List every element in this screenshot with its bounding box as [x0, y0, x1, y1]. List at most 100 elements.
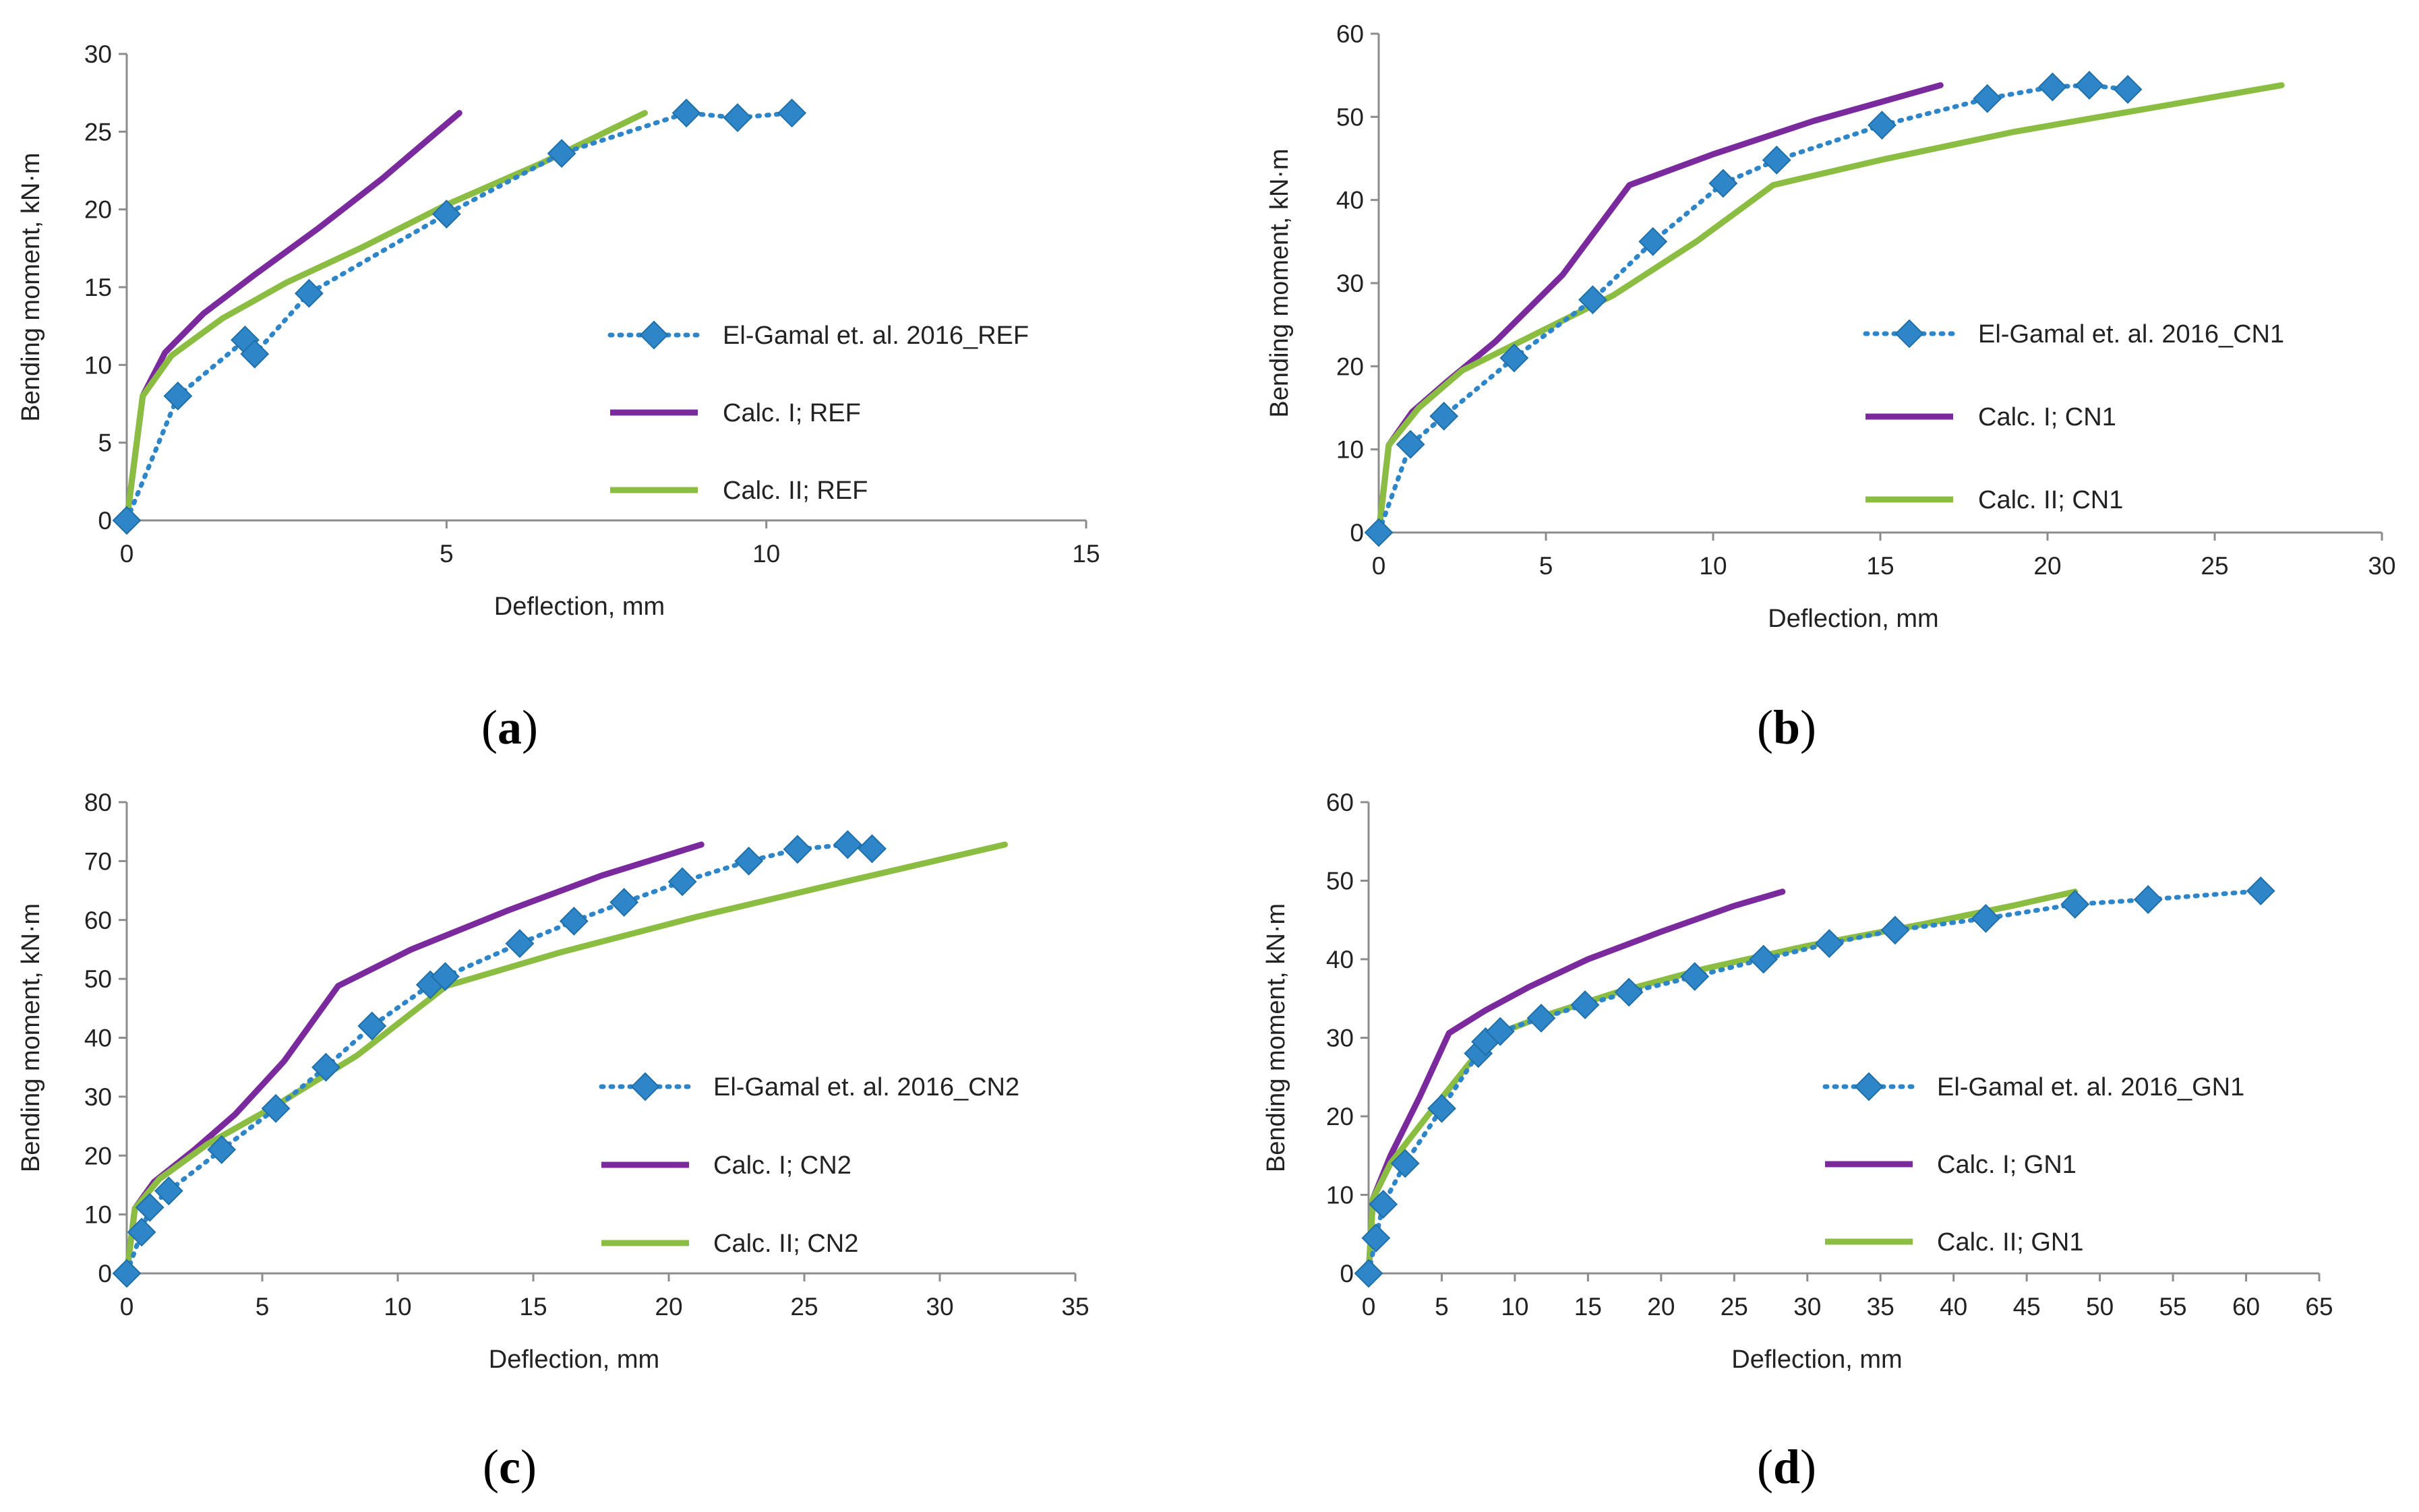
x-axis-title: Deflection, mm [1731, 1345, 1902, 1374]
legend-marker [1894, 319, 1924, 349]
y-tick-label: 30 [1336, 270, 1364, 297]
data-point [261, 1093, 291, 1123]
x-tick-label: 0 [120, 1293, 134, 1321]
data-point [734, 846, 764, 876]
data-point [1485, 1017, 1515, 1046]
panel-label-c: (c) [483, 1440, 537, 1494]
data-point [1680, 962, 1710, 992]
data-point [1390, 1149, 1420, 1178]
data-point [430, 962, 460, 992]
x-axis-title: Deflection, mm [1768, 605, 1938, 633]
y-tick-label: 50 [84, 965, 112, 993]
y-tick-label: 20 [1326, 1103, 1354, 1130]
x-tick-label: 5 [440, 540, 454, 568]
x-tick-label: 10 [1699, 552, 1727, 580]
data-point [1499, 343, 1529, 373]
data-point [1369, 1190, 1398, 1219]
panel-label-b: (b) [1757, 700, 1816, 754]
x-tick-label: 10 [384, 1293, 411, 1321]
y-tick-label: 80 [84, 789, 112, 816]
legend-label: Calc. I; CN1 [1978, 403, 2116, 431]
x-tick-label: 25 [790, 1293, 818, 1321]
legend-label: El-Gamal et. al. 2016_REF [723, 322, 1029, 350]
series-line-experimental [124, 842, 874, 1276]
y-tick-label: 60 [1336, 20, 1364, 48]
x-tick-label: 20 [1647, 1293, 1675, 1321]
data-point [1973, 84, 2002, 113]
panel-label-a: (a) [481, 700, 538, 754]
data-point [671, 98, 701, 128]
legend-marker [630, 1072, 660, 1101]
x-tick-label: 15 [1574, 1293, 1602, 1321]
y-tick-label: 10 [1326, 1182, 1354, 1209]
x-tick-label: 5 [256, 1293, 270, 1321]
data-point [154, 1176, 183, 1206]
data-point [311, 1052, 340, 1082]
series-line-calc-2 [123, 841, 1008, 1277]
x-tick-label: 30 [1793, 1293, 1821, 1321]
data-point [783, 835, 812, 864]
y-tick-label: 25 [84, 118, 112, 146]
x-tick-label: 0 [1362, 1293, 1376, 1321]
legend-label: Calc. II; CN2 [713, 1230, 858, 1258]
data-point [667, 867, 697, 897]
x-tick-label: 40 [1940, 1293, 1967, 1321]
data-point [357, 1011, 387, 1041]
data-point [1749, 944, 1779, 974]
x-tick-label: 35 [1061, 1293, 1089, 1321]
y-tick-label: 20 [1336, 353, 1364, 380]
data-point [1814, 929, 1844, 959]
data-point [112, 1259, 142, 1288]
series-line-experimental [124, 111, 795, 523]
legend-label: El-Gamal et. al. 2016_CN2 [713, 1073, 1019, 1101]
y-tick-label: 60 [1326, 789, 1354, 816]
legend-label: Calc. II; GN1 [1937, 1228, 2084, 1257]
x-tick-label: 60 [2232, 1293, 2260, 1321]
x-tick-label: 15 [1072, 540, 1100, 568]
x-tick-label: 30 [2368, 552, 2395, 580]
x-tick-label: 15 [1866, 552, 1894, 580]
y-tick-label: 70 [84, 847, 112, 875]
chart-panel-d: 0 10 20 30 40 50 60 0 5 10 15 20 25 30 35 40 45 50 55 60 65 D… [1262, 789, 2333, 1374]
x-tick-label: 50 [2086, 1293, 2114, 1321]
legend-label: Calc. II; REF [723, 477, 868, 505]
x-axis-title: Deflection, mm [489, 1345, 659, 1374]
y-tick-label: 0 [98, 1260, 112, 1288]
data-point [1708, 169, 1738, 198]
data-point [1638, 226, 1668, 256]
data-point [431, 200, 461, 229]
legend-label: El-Gamal et. al. 2016_GN1 [1937, 1073, 2244, 1101]
data-point [609, 888, 639, 917]
data-point [2113, 75, 2143, 104]
y-tick-label: 40 [84, 1025, 112, 1052]
chart-panel-b: 0 10 20 30 40 50 60 0 5 10 15 20 25 30 Deflection, mm B… [1265, 20, 2396, 633]
y-tick-label: 0 [1340, 1260, 1354, 1288]
y-tick-label: 30 [84, 40, 112, 68]
x-tick-label: 0 [1372, 552, 1386, 580]
data-point [1396, 429, 1425, 459]
panel-label-d: (d) [1757, 1440, 1816, 1494]
x-tick-label: 20 [2033, 552, 2061, 580]
data-point [1762, 146, 1791, 175]
data-point [505, 929, 535, 959]
y-tick-label: 0 [1350, 519, 1364, 547]
x-tick-label: 0 [120, 540, 134, 568]
data-point [2133, 885, 2163, 914]
data-point [1570, 990, 1600, 1019]
data-point [1868, 111, 1897, 140]
data-point [127, 1217, 156, 1247]
legend-marker [1854, 1072, 1884, 1101]
series-line-calc-2 [123, 110, 648, 524]
data-point [1614, 977, 1644, 1007]
chart-panel-c: 0 10 20 30 40 50 60 70 80 0 5 10 15 20 25 30 35 Deflectio… [17, 789, 1089, 1374]
series-line-calc-2 [1375, 82, 2285, 536]
x-tick-label: 45 [2013, 1293, 2041, 1321]
series-line-experimental [1376, 82, 2130, 535]
data-point [240, 339, 270, 369]
data-point [207, 1135, 237, 1164]
data-point [163, 382, 193, 411]
data-point [2246, 876, 2275, 906]
data-point [777, 98, 807, 128]
data-point [1429, 401, 1459, 431]
